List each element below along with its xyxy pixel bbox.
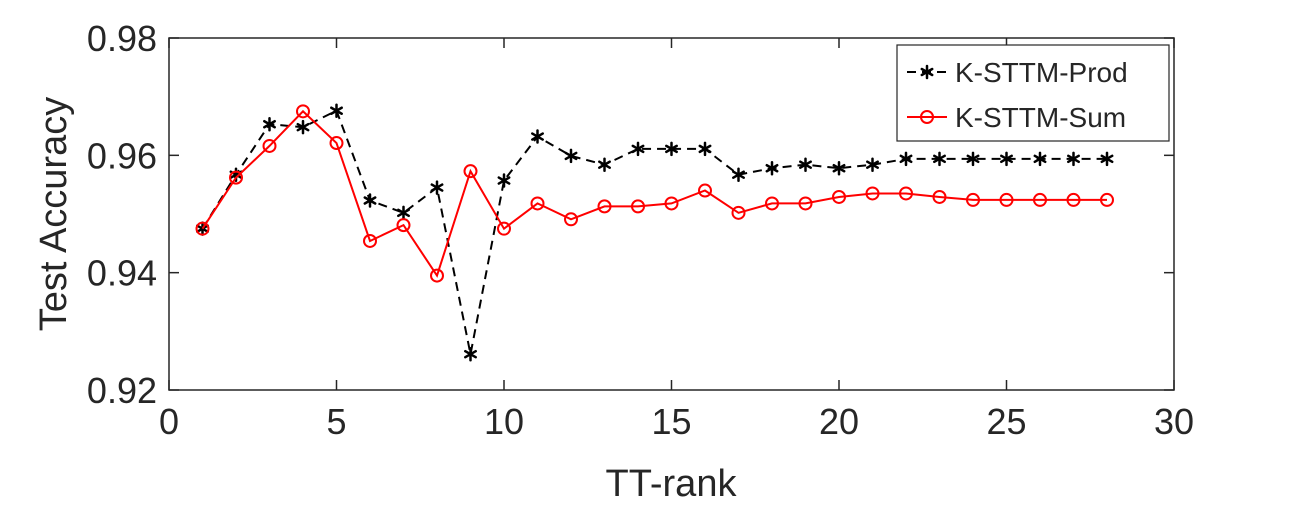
data-point bbox=[363, 233, 377, 248]
legend: K-STTM-Prod K-STTM-Sum bbox=[896, 44, 1170, 142]
x-tick-label: 25 bbox=[986, 401, 1026, 442]
data-point bbox=[564, 212, 578, 227]
legend-label: K-STTM-Sum bbox=[955, 102, 1126, 133]
data-point bbox=[899, 151, 913, 167]
data-point bbox=[698, 141, 712, 157]
data-point bbox=[262, 138, 277, 153]
data-point bbox=[865, 186, 880, 201]
data-point bbox=[597, 199, 612, 214]
y-tick-label: 0.96 bbox=[87, 135, 157, 176]
y-axis-label: Test Accuracy bbox=[33, 97, 75, 331]
legend-marker bbox=[920, 64, 934, 80]
legend-marker bbox=[920, 110, 934, 124]
data-point bbox=[798, 196, 813, 211]
data-point bbox=[1033, 151, 1047, 167]
data-point bbox=[1067, 151, 1080, 167]
data-point bbox=[1000, 151, 1013, 167]
data-point bbox=[999, 192, 1014, 207]
data-point bbox=[765, 196, 779, 211]
series-line bbox=[201, 109, 1107, 355]
data-point bbox=[832, 160, 846, 176]
x-tick-label: 0 bbox=[159, 401, 179, 442]
data-point bbox=[731, 205, 746, 220]
data-point bbox=[664, 196, 679, 211]
data-point bbox=[732, 167, 745, 182]
series-k-sttm-prod bbox=[196, 103, 1114, 362]
data-point bbox=[396, 218, 411, 233]
data-point bbox=[631, 199, 645, 214]
data-point bbox=[463, 164, 478, 179]
axis-ticks: 0 5 10 15 20 25 30 0.92 0.94 0.96 0.98 bbox=[87, 18, 1194, 442]
legend-label: K-STTM-Prod bbox=[955, 57, 1128, 88]
data-point bbox=[799, 157, 812, 172]
data-point bbox=[966, 151, 980, 167]
legend-box bbox=[896, 44, 1170, 142]
data-point bbox=[899, 186, 913, 201]
data-point bbox=[195, 221, 210, 236]
data-point bbox=[497, 221, 511, 236]
data-point bbox=[598, 157, 611, 172]
data-point bbox=[397, 205, 410, 221]
y-tick-label: 0.98 bbox=[87, 18, 157, 59]
y-tick-label: 0.92 bbox=[87, 370, 157, 411]
data-point bbox=[430, 268, 444, 283]
data-point bbox=[966, 192, 980, 207]
x-tick-label: 10 bbox=[484, 401, 524, 442]
x-tick-label: 5 bbox=[326, 401, 346, 442]
series-line bbox=[201, 109, 1107, 278]
x-tick-label: 20 bbox=[819, 401, 859, 442]
data-point bbox=[866, 157, 879, 172]
data-point bbox=[564, 148, 578, 164]
data-point bbox=[497, 173, 511, 188]
data-point bbox=[464, 346, 477, 362]
data-point bbox=[765, 160, 779, 176]
data-point bbox=[1033, 192, 1047, 207]
data-point bbox=[329, 136, 344, 151]
data-point bbox=[229, 170, 243, 185]
data-point bbox=[363, 193, 377, 208]
x-tick-label: 30 bbox=[1154, 401, 1194, 442]
data-point bbox=[698, 183, 712, 198]
data-point bbox=[665, 141, 678, 157]
data-point bbox=[531, 129, 544, 144]
data-point bbox=[430, 180, 444, 195]
y-tick-label: 0.94 bbox=[87, 253, 157, 294]
data-point bbox=[263, 116, 276, 132]
data-point bbox=[296, 104, 310, 119]
data-point bbox=[296, 119, 310, 135]
data-point bbox=[932, 189, 947, 204]
series-layer bbox=[195, 103, 1114, 362]
data-point bbox=[330, 103, 343, 118]
data-point bbox=[530, 196, 545, 211]
data-point bbox=[1100, 192, 1114, 207]
x-axis-label: TT-rank bbox=[606, 463, 738, 505]
data-point bbox=[1066, 192, 1081, 207]
data-point bbox=[933, 151, 946, 167]
data-point bbox=[832, 189, 846, 204]
series-k-sttm-sum bbox=[195, 104, 1114, 283]
data-point bbox=[1100, 151, 1114, 167]
data-point bbox=[631, 141, 645, 157]
x-tick-label: 15 bbox=[651, 401, 691, 442]
